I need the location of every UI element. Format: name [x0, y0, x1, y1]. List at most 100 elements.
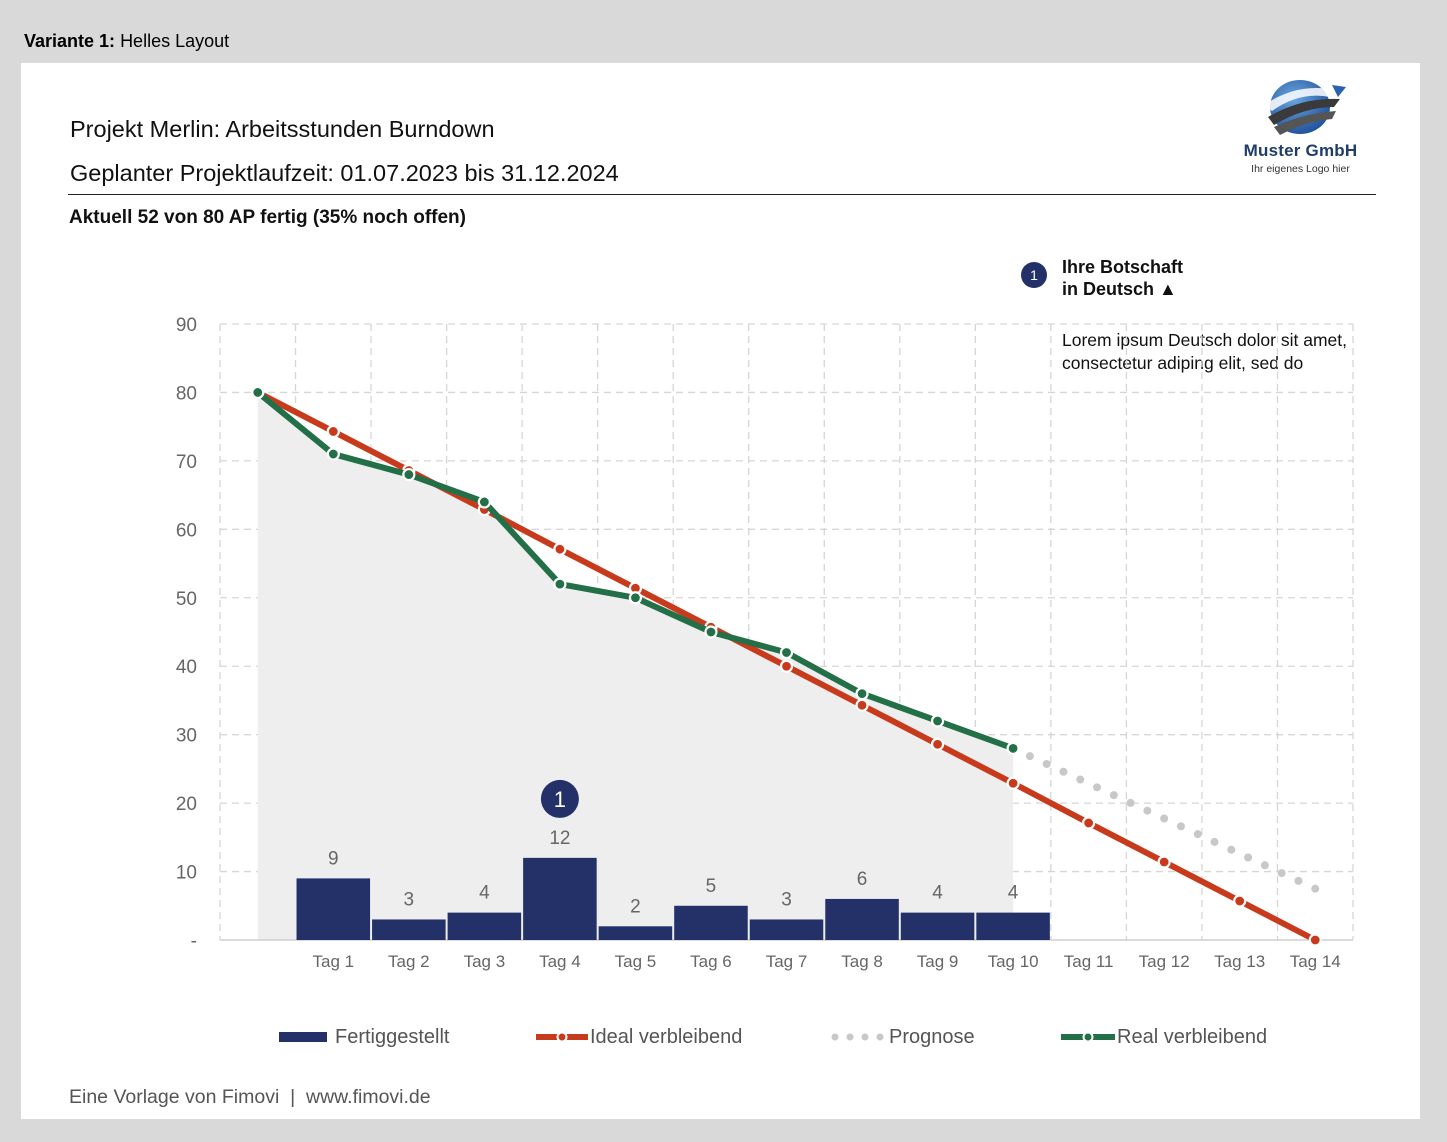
x-tick-label: Tag 5: [615, 952, 657, 971]
bar-value-label: 2: [630, 896, 641, 917]
bar-fertiggestellt: [825, 898, 899, 940]
bar-fertiggestellt: [372, 919, 446, 940]
bar-fertiggestellt: [900, 912, 975, 940]
x-tick-label: Tag 14: [1290, 952, 1341, 971]
prognose-dot: [1126, 798, 1135, 807]
prognose-dot: [1143, 806, 1152, 815]
x-tick-label: Tag 1: [313, 952, 355, 971]
prognose-dot: [1176, 822, 1185, 831]
report-card: Projekt Merlin: Arbeitsstunden Burndown …: [21, 63, 1420, 1119]
legend-item-real: Real verbleibend: [1059, 1023, 1267, 1051]
prognose-dot: [1076, 775, 1085, 784]
prognose-dot: [1260, 861, 1269, 870]
y-tick-label: 70: [176, 452, 197, 473]
message-body: Lorem ipsum Deutsch dolor sit amet, cons…: [1062, 330, 1347, 373]
y-tick-label: 50: [176, 589, 197, 610]
bar-fertiggestellt: [447, 912, 522, 940]
bar-value-label: 6: [857, 869, 868, 890]
y-tick-label: -: [191, 931, 197, 952]
x-tick-label: Tag 7: [766, 952, 808, 971]
x-tick-label: Tag 10: [988, 952, 1039, 971]
legend-swatch-ideal: [536, 1031, 588, 1043]
x-tick-label: Tag 6: [690, 952, 732, 971]
prognose-dot: [1210, 837, 1219, 846]
chart-legend: Fertiggestellt Ideal verbleibend Prognos…: [21, 1023, 1420, 1053]
bar-value-label: 3: [404, 889, 415, 910]
annotation-marker: 1: [540, 779, 579, 818]
bar-fertiggestellt: [749, 919, 824, 940]
ideal-point: [1157, 855, 1171, 869]
annotation-circle: [540, 779, 579, 818]
ideal-point: [1308, 933, 1322, 947]
prognose-dot: [1025, 752, 1034, 761]
real-point: [553, 577, 567, 591]
real-point: [930, 714, 945, 728]
bar-fertiggestellt: [674, 905, 748, 940]
y-tick-label: 60: [176, 520, 197, 541]
bar-fertiggestellt: [598, 926, 673, 940]
bar-value-label: 5: [706, 876, 717, 897]
footer-text: Eine Vorlage von Fimovi | www.fimovi.de: [69, 1086, 431, 1108]
prognose-dot: [1294, 876, 1303, 885]
y-tick-label: 90: [176, 315, 197, 336]
real-point: [1006, 741, 1020, 755]
burndown-chart: - 10 20 30 40 50 60 70 80 90 Tag 1 Tag 2 Tag 3 Tag 4 T…: [176, 315, 1354, 971]
variant-label: Variante 1:: [24, 31, 116, 51]
bar-value-label: 4: [479, 883, 490, 904]
legend-label: Fertiggestellt: [335, 1025, 450, 1048]
status-text: Aktuell 52 von 80 AP fertig (35% noch of…: [69, 207, 466, 228]
prognose-dot: [1277, 869, 1286, 878]
ideal-point: [930, 737, 945, 751]
logo-tagline: Ihr eigenes Logo hier: [1251, 163, 1350, 175]
prognose-dot: [1042, 759, 1051, 768]
real-point: [326, 447, 340, 461]
prognose-dot: [1059, 767, 1068, 776]
x-tick-label: Tag 12: [1139, 952, 1190, 971]
legend-label: Ideal verbleibend: [590, 1025, 743, 1048]
real-point: [477, 495, 491, 509]
globe-swoosh-logo-icon: [1264, 80, 1346, 135]
y-tick-label: 20: [176, 794, 197, 815]
legend-swatch-real: [1061, 1031, 1115, 1043]
x-tick-label: Tag 2: [388, 952, 430, 971]
variant-caption: Variante 1: Helles Layout: [24, 31, 229, 52]
message-badge: 1: [1021, 262, 1047, 288]
x-tick-label: Tag 3: [464, 952, 506, 971]
y-tick-label: 30: [176, 726, 197, 747]
bar-value-label: 4: [1008, 883, 1019, 904]
y-tick-label: 80: [176, 383, 197, 404]
company-logo: Muster GmbH Ihr eigenes Logo hier: [1234, 77, 1380, 181]
y-tick-label: 40: [176, 657, 197, 678]
annotation-label: 1: [554, 787, 566, 812]
ideal-point: [1082, 816, 1096, 830]
report-subtitle: Geplanter Projektlaufzeit: 01.07.2023 bi…: [70, 160, 619, 186]
header-divider: [68, 194, 1376, 195]
logo-name: Muster GmbH: [1243, 141, 1358, 160]
bar-value-label: 4: [932, 883, 943, 904]
remaining-area: [257, 392, 1014, 940]
legend-item-prognose: Prognose: [831, 1023, 975, 1051]
y-tick-label: 10: [176, 863, 197, 884]
bar-fertiggestellt: [523, 857, 597, 940]
ideal-point: [326, 424, 340, 439]
legend-swatch-prognose: [831, 1033, 884, 1041]
real-point: [251, 385, 265, 400]
bar-fertiggestellt: [296, 878, 371, 940]
prognose-dot: [1160, 814, 1169, 823]
prognose-dot: [1193, 830, 1202, 839]
legend-label: Prognose: [889, 1025, 975, 1048]
prognose-dot: [1109, 791, 1118, 800]
ideal-point: [1233, 894, 1247, 908]
prognose-dot: [1311, 884, 1320, 893]
bar-value-label: 3: [781, 889, 792, 910]
real-point: [779, 645, 794, 660]
message-title: Ihre Botschaft in Deutsch ▲: [1062, 257, 1184, 299]
x-tick-label: Tag 4: [539, 952, 581, 971]
x-tick-label: Tag 8: [841, 952, 883, 971]
x-tick-label: Tag 13: [1214, 952, 1265, 971]
real-point: [402, 467, 416, 482]
x-tick-label: Tag 9: [917, 952, 959, 971]
bar-value-label: 9: [328, 848, 339, 869]
real-point: [704, 625, 718, 639]
real-point: [855, 686, 869, 701]
